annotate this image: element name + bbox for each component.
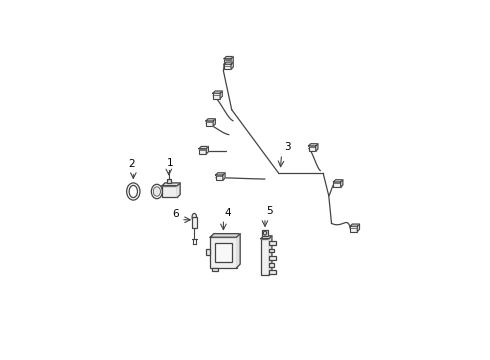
- Polygon shape: [220, 91, 222, 99]
- Ellipse shape: [126, 183, 140, 200]
- Bar: [350, 226, 357, 231]
- Polygon shape: [350, 224, 360, 226]
- Polygon shape: [162, 183, 180, 186]
- Text: 3: 3: [284, 142, 291, 152]
- Bar: [192, 217, 196, 228]
- Bar: [269, 263, 274, 267]
- Bar: [206, 121, 213, 126]
- Ellipse shape: [129, 185, 138, 198]
- Polygon shape: [316, 144, 318, 151]
- Text: 2: 2: [128, 159, 135, 169]
- Polygon shape: [341, 180, 343, 187]
- Bar: [269, 256, 276, 260]
- Polygon shape: [224, 57, 233, 59]
- Bar: [216, 175, 223, 180]
- Text: 6: 6: [172, 209, 179, 219]
- Polygon shape: [224, 62, 233, 64]
- Bar: [167, 179, 171, 183]
- Text: 5: 5: [267, 206, 273, 216]
- Polygon shape: [206, 147, 208, 154]
- Polygon shape: [309, 144, 318, 146]
- Bar: [262, 230, 268, 236]
- Bar: [213, 268, 218, 270]
- Polygon shape: [213, 91, 222, 93]
- Text: 1: 1: [167, 158, 174, 168]
- Bar: [309, 146, 316, 151]
- Text: 4: 4: [224, 208, 231, 218]
- Bar: [210, 237, 237, 268]
- Polygon shape: [261, 236, 272, 239]
- Polygon shape: [237, 234, 240, 268]
- Bar: [224, 64, 231, 69]
- Polygon shape: [210, 234, 240, 237]
- Polygon shape: [199, 147, 208, 149]
- Bar: [269, 242, 276, 245]
- Bar: [334, 182, 341, 187]
- Bar: [261, 239, 269, 275]
- Bar: [215, 243, 232, 262]
- Bar: [224, 59, 231, 64]
- Polygon shape: [357, 224, 360, 231]
- Polygon shape: [223, 173, 225, 180]
- Ellipse shape: [263, 231, 267, 235]
- Polygon shape: [213, 119, 216, 126]
- Bar: [199, 149, 206, 154]
- Ellipse shape: [151, 184, 162, 199]
- Polygon shape: [231, 62, 233, 69]
- Polygon shape: [216, 173, 225, 175]
- Bar: [162, 186, 177, 197]
- Bar: [269, 270, 276, 274]
- Bar: [269, 249, 274, 252]
- Ellipse shape: [153, 187, 161, 196]
- Polygon shape: [177, 183, 180, 197]
- Ellipse shape: [192, 213, 196, 221]
- Bar: [213, 93, 220, 99]
- Polygon shape: [206, 119, 216, 121]
- Polygon shape: [231, 57, 233, 64]
- Polygon shape: [334, 180, 343, 182]
- Bar: [206, 249, 210, 255]
- Polygon shape: [269, 236, 272, 275]
